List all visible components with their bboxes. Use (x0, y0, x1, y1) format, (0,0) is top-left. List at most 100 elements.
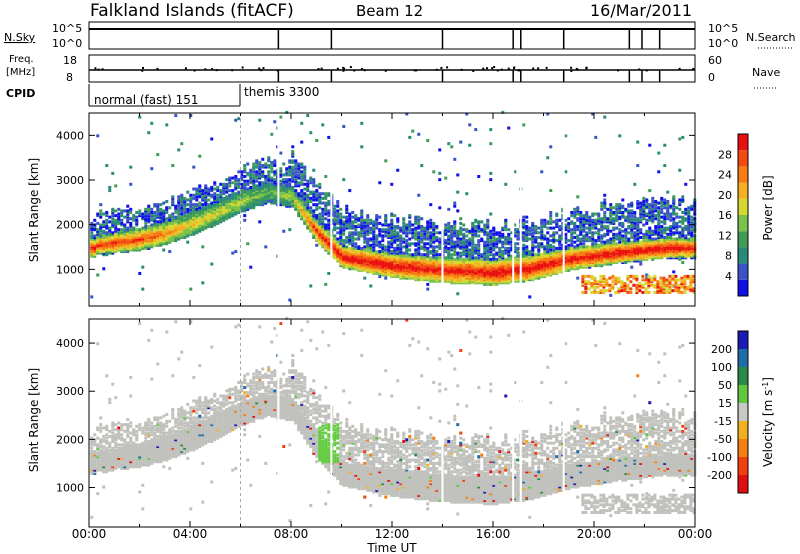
power-cell (309, 206, 313, 210)
power-cell (396, 264, 400, 268)
power-cell (543, 256, 547, 260)
power-cell (243, 170, 247, 174)
power-cell (432, 253, 436, 257)
power-cell (117, 239, 121, 243)
power-cell (651, 242, 655, 246)
power-cell (129, 245, 133, 249)
power-cell (642, 207, 646, 211)
power-cell (153, 232, 157, 236)
power-cell (498, 259, 502, 263)
power-cell (204, 221, 208, 225)
power-cell (384, 251, 388, 255)
power-cell (402, 276, 406, 280)
power-cell (636, 243, 640, 247)
power-cell (633, 239, 637, 243)
power-cell (471, 250, 475, 254)
power-cell (576, 261, 580, 265)
power-cell (120, 218, 124, 222)
power-cell (285, 195, 289, 199)
power-cell (255, 200, 259, 204)
power-cell (240, 193, 244, 197)
power-cell (432, 264, 436, 268)
power-cell (366, 250, 370, 254)
power-cell (333, 246, 337, 250)
power-cell (417, 193, 421, 197)
power-cell (636, 242, 640, 246)
power-cell (549, 268, 553, 272)
power-cell (369, 284, 373, 288)
power-cell (366, 265, 370, 269)
power-cell (501, 242, 505, 246)
nsky-tick-top: 10^5 (52, 22, 82, 35)
power-cell (477, 221, 481, 225)
power-cell (237, 192, 241, 196)
power-cell (651, 240, 655, 244)
power-cell (420, 164, 424, 168)
power-cell (576, 206, 580, 210)
power-cell (102, 251, 106, 255)
power-cell (468, 259, 472, 263)
power-cell (612, 250, 616, 254)
power-cell (204, 209, 208, 213)
power-cell (144, 245, 148, 249)
power-cell (243, 218, 247, 222)
power-cell (462, 279, 466, 283)
power-cell (288, 182, 292, 186)
power-cell (588, 235, 592, 239)
power-cell (192, 226, 196, 230)
power-cell (90, 251, 94, 255)
power-cell (324, 201, 328, 205)
power-cell (468, 123, 472, 127)
power-cell (306, 114, 310, 118)
power-cell (360, 226, 364, 230)
power-cell (606, 257, 610, 261)
power-cell (600, 253, 604, 257)
power-cell (477, 226, 481, 230)
power-cell (483, 245, 487, 249)
power-cell (345, 239, 349, 243)
power-cell (387, 270, 391, 274)
power-cell (609, 246, 613, 250)
power-cell (642, 223, 646, 227)
power-cell (120, 232, 124, 236)
power-cell (630, 203, 634, 207)
power-cell (351, 243, 355, 247)
power-cell (573, 265, 577, 269)
power-cell (288, 298, 292, 302)
power-cell (483, 271, 487, 275)
power-cell (372, 221, 376, 225)
power-cell (216, 196, 220, 200)
power-cell (267, 193, 271, 197)
power-cell (459, 221, 463, 225)
power-cell (396, 226, 400, 230)
power-cell (603, 232, 607, 236)
power-cell (123, 228, 127, 232)
power-cell (501, 235, 505, 239)
power-cell (579, 214, 583, 218)
power-cell (165, 200, 169, 204)
power-cell (438, 253, 442, 257)
power-cell (483, 254, 487, 258)
power-cell (504, 281, 508, 285)
power-cell (387, 262, 391, 266)
power-cell (600, 226, 604, 230)
power-cell (621, 210, 625, 214)
power-cell (447, 279, 451, 283)
power-cell (240, 182, 244, 186)
power-cell (492, 259, 496, 263)
power-cell (99, 248, 103, 252)
power-cell (579, 264, 583, 268)
power-cell (108, 248, 112, 252)
power-cell (450, 271, 454, 275)
power-cell (597, 262, 601, 266)
power-cell (510, 268, 514, 272)
power-cell (594, 256, 598, 260)
power-cell (549, 270, 553, 274)
nave-dot (211, 68, 214, 71)
power-cell (237, 179, 241, 183)
power-cell (444, 250, 448, 254)
power-cell (537, 242, 541, 246)
power-cell (396, 261, 400, 265)
power-cell (615, 250, 619, 254)
power-cell (111, 231, 115, 235)
